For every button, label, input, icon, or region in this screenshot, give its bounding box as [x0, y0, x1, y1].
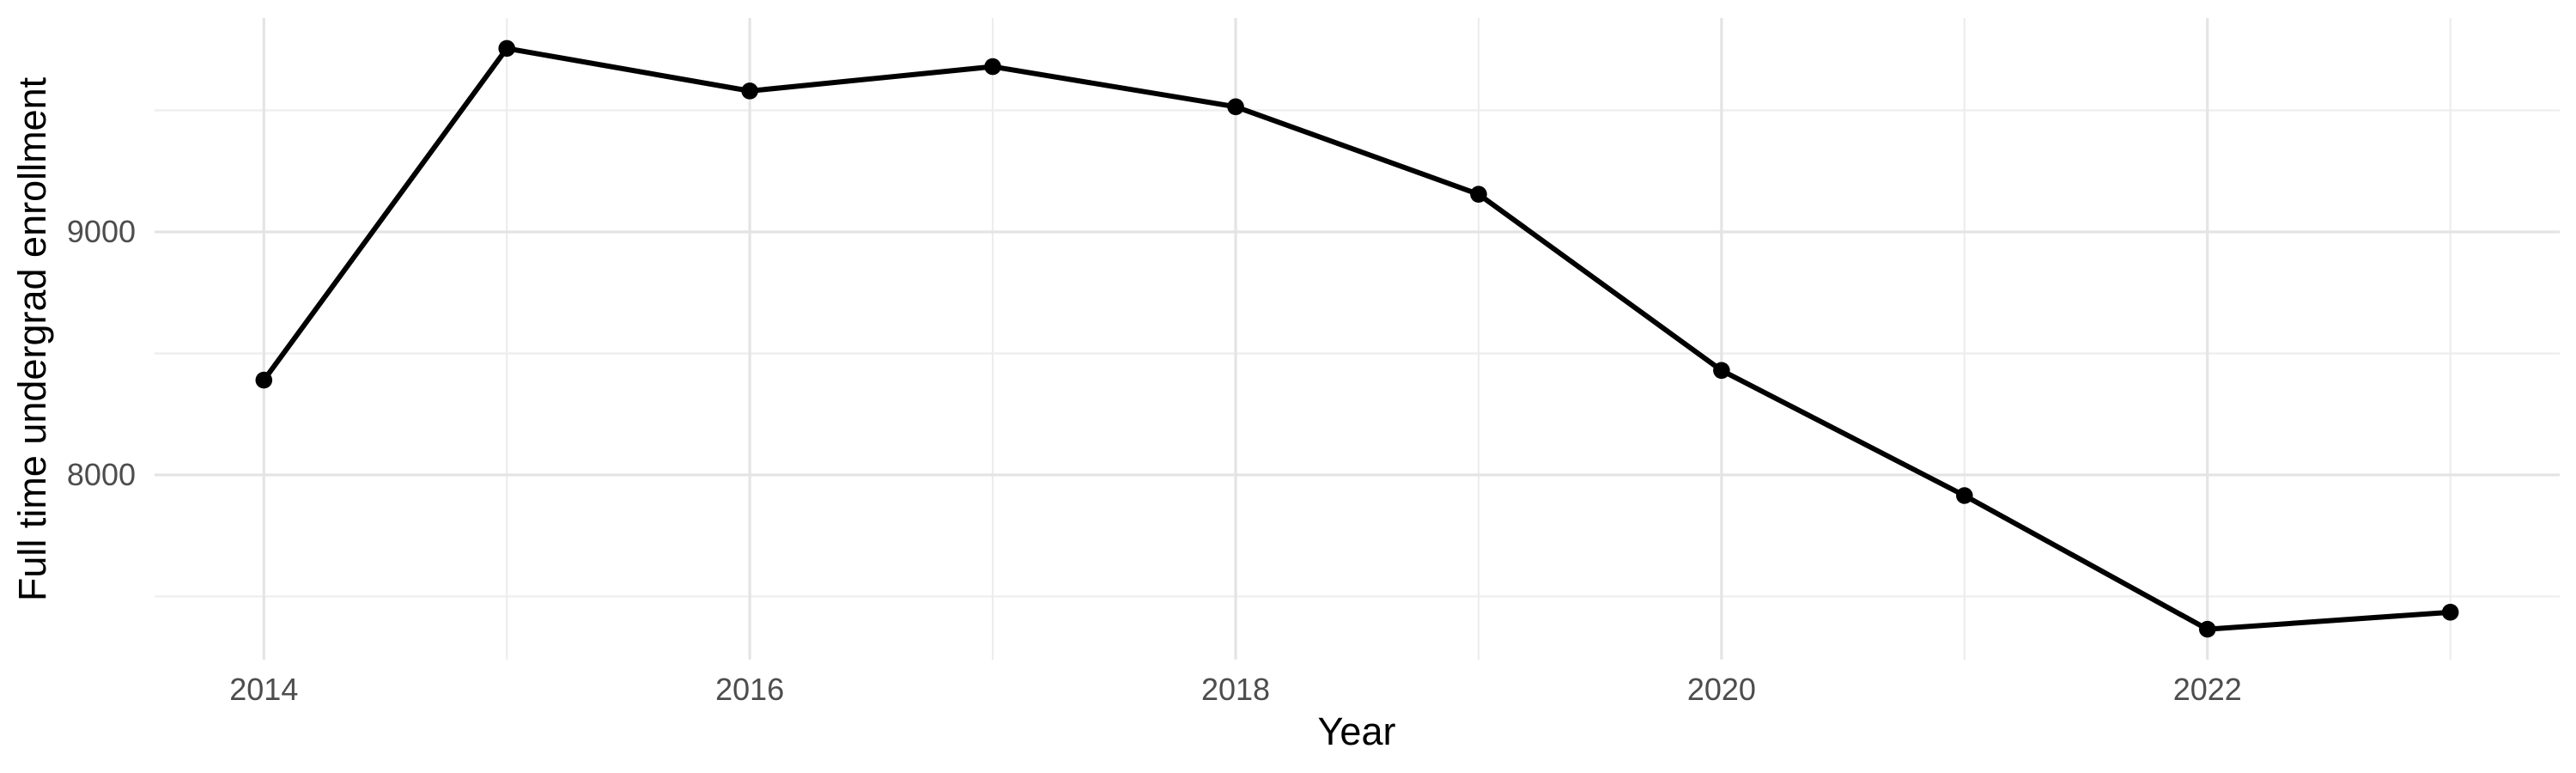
- data-point-2022: [2198, 620, 2216, 638]
- data-point-2018: [1227, 98, 1244, 116]
- x-tick-label-2020: 2020: [1686, 672, 1756, 707]
- y-axis-title: Full time undergrad enrollment: [10, 76, 54, 602]
- y-tick-label-9000: 9000: [66, 214, 136, 249]
- data-point-2020: [1713, 362, 1730, 380]
- data-point-2023: [2441, 604, 2459, 621]
- x-axis-title: Year: [1317, 709, 1396, 753]
- data-point-2019: [1470, 186, 1487, 203]
- x-tick-label-2022: 2022: [2172, 672, 2242, 707]
- y-tick-label-8000: 8000: [66, 456, 136, 492]
- data-point-2016: [741, 82, 758, 100]
- data-point-2015: [498, 40, 516, 58]
- data-point-2017: [984, 58, 1001, 76]
- data-point-2014: [255, 371, 273, 389]
- x-tick-label-2016: 2016: [715, 672, 785, 707]
- data-point-2021: [1956, 487, 1973, 504]
- x-tick-label-2014: 2014: [229, 672, 299, 707]
- x-tick-label-2018: 2018: [1200, 672, 1271, 707]
- enrollment-line: [261, 46, 2451, 632]
